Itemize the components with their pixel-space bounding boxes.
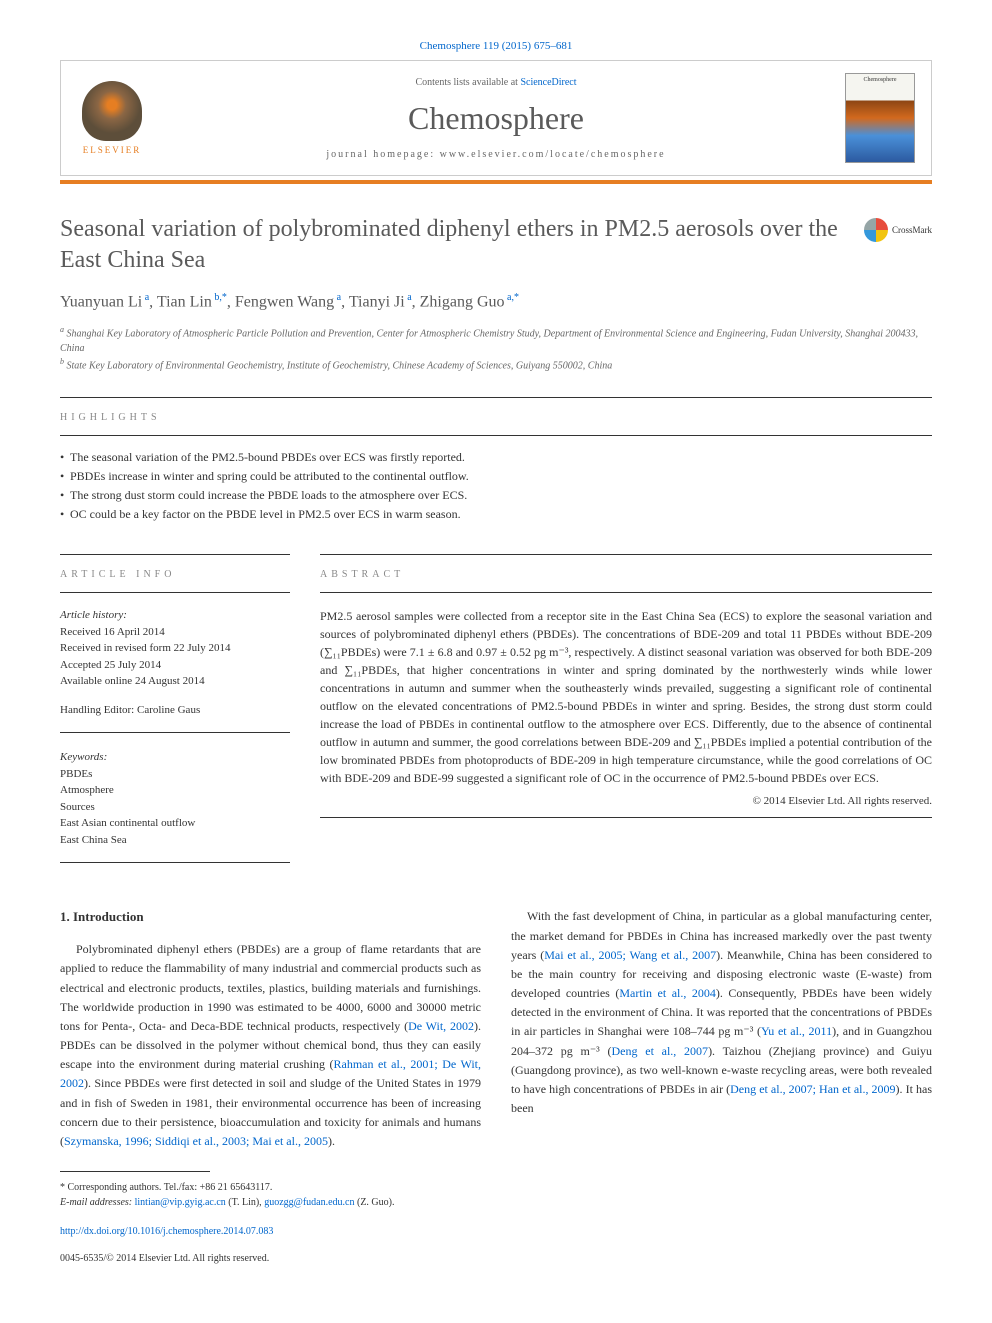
author-affil-sup: a [405, 292, 412, 303]
keyword: East Asian continental outflow [60, 815, 290, 832]
handling-editor: Handling Editor: Caroline Gaus [60, 702, 290, 719]
crossmark-icon [864, 218, 888, 242]
article-history: Article history: Received 16 April 2014 … [60, 607, 290, 690]
divider [320, 554, 932, 555]
keyword: Atmosphere [60, 782, 290, 799]
issn-copyright: 0045-6535/© 2014 Elsevier Ltd. All right… [60, 1253, 932, 1264]
emails-label: E-mail addresses: [60, 1197, 132, 1208]
author: Yuanyuan Li [60, 294, 142, 311]
author: Fengwen Wang [235, 294, 334, 311]
email-person: (Z. Guo). [357, 1197, 395, 1208]
elsevier-logo: ELSEVIER [77, 78, 147, 158]
keyword: Sources [60, 799, 290, 816]
contents-available-line: Contents lists available at ScienceDirec… [167, 77, 825, 88]
highlights-heading: HIGHLIGHTS [60, 412, 932, 423]
citation-link[interactable]: Mai et al., 2005; Wang et al., 2007 [544, 948, 716, 962]
citation-link[interactable]: Szymanska, 1996; Siddiqi et al., 2003; M… [64, 1134, 328, 1148]
highlight-item: OC could be a key factor on the PBDE lev… [60, 507, 932, 522]
author-affil-sup: b, [212, 292, 222, 303]
divider [60, 554, 290, 555]
history-label: Article history: [60, 607, 290, 624]
citation-link[interactable]: Martin et al., 2004 [619, 986, 716, 1000]
citation-link[interactable]: Deng et al., 2007 [612, 1044, 709, 1058]
doi-line: http://dx.doi.org/10.1016/j.chemosphere.… [60, 1226, 932, 1237]
citation-link[interactable]: Deng et al., 2007; Han et al., 2009 [730, 1082, 895, 1096]
publisher-name: ELSEVIER [83, 145, 142, 155]
divider [60, 862, 290, 863]
corresponding-author-note: * Corresponding authors. Tel./fax: +86 2… [60, 1180, 932, 1195]
corresponding-sup: * [514, 292, 519, 303]
author-affil-sup: a [142, 292, 149, 303]
email-link[interactable]: lintian@vip.gyig.ac.cn [135, 1197, 226, 1208]
author: Tian Lin [157, 294, 212, 311]
citation-link[interactable]: Yu et al., 2011 [761, 1024, 832, 1038]
corresponding-sup: * [222, 292, 227, 303]
citation-link[interactable]: De Wit, 2002 [408, 1019, 474, 1033]
homepage-url[interactable]: www.elsevier.com/locate/chemosphere [440, 149, 666, 160]
online-date: Available online 24 August 2014 [60, 673, 290, 690]
author-list: Yuanyuan Li a, Tian Lin b,*, Fengwen Wan… [60, 292, 932, 311]
elsevier-tree-icon [82, 81, 142, 141]
abstract-text: PM2.5 aerosol samples were collected fro… [320, 607, 932, 787]
divider [60, 435, 932, 436]
author: Zhigang Guo [420, 294, 505, 311]
revised-date: Received in revised form 22 July 2014 [60, 640, 290, 657]
footnote-separator [60, 1171, 210, 1172]
crossmark-label: CrossMark [892, 225, 932, 235]
author-affil-sup: a, [505, 292, 514, 303]
citation-link[interactable]: Rahman et al., 2001; De Wit, 2002 [60, 1057, 481, 1090]
highlight-item: The strong dust storm could increase the… [60, 488, 932, 503]
keyword: PBDEs [60, 766, 290, 783]
affiliations: a Shanghai Key Laboratory of Atmospheric… [60, 324, 932, 374]
affiliation-b: State Key Laboratory of Environmental Ge… [67, 360, 613, 371]
received-date: Received 16 April 2014 [60, 624, 290, 641]
journal-cover-thumbnail: Chemosphere [845, 73, 915, 163]
email-link[interactable]: guozgg@fudan.edu.cn [264, 1197, 354, 1208]
contents-prefix: Contents lists available at [415, 77, 520, 88]
body-paragraph: Polybrominated diphenyl ethers (PBDEs) a… [60, 940, 481, 1151]
footnotes: * Corresponding authors. Tel./fax: +86 2… [60, 1180, 932, 1210]
highlights-list: The seasonal variation of the PM2.5-boun… [60, 450, 932, 522]
journal-reference: Chemosphere 119 (2015) 675–681 [60, 40, 932, 52]
journal-header-box: ELSEVIER Contents lists available at Sci… [60, 60, 932, 176]
highlight-item: PBDEs increase in winter and spring coul… [60, 469, 932, 484]
accepted-date: Accepted 25 July 2014 [60, 657, 290, 674]
highlight-item: The seasonal variation of the PM2.5-boun… [60, 450, 932, 465]
keywords-block: Keywords: PBDEs Atmosphere Sources East … [60, 749, 290, 848]
sciencedirect-link[interactable]: ScienceDirect [520, 77, 576, 88]
divider [60, 592, 290, 593]
keyword: East China Sea [60, 832, 290, 849]
body-text: 1. Introduction Polybrominated diphenyl … [60, 907, 932, 1151]
divider [60, 397, 932, 398]
affiliation-a: Shanghai Key Laboratory of Atmospheric P… [60, 328, 918, 354]
article-title: Seasonal variation of polybrominated dip… [60, 214, 844, 276]
divider [320, 592, 932, 593]
abstract-heading: ABSTRACT [320, 569, 932, 580]
crossmark-badge[interactable]: CrossMark [864, 218, 932, 242]
abstract-copyright: © 2014 Elsevier Ltd. All rights reserved… [320, 795, 932, 807]
homepage-line: journal homepage: www.elsevier.com/locat… [167, 149, 825, 160]
accent-bar [60, 180, 932, 184]
cover-label: Chemosphere [846, 77, 914, 83]
author-affil-sup: a [334, 292, 341, 303]
divider [320, 817, 932, 818]
author: Tianyi Ji [349, 294, 405, 311]
doi-link[interactable]: http://dx.doi.org/10.1016/j.chemosphere.… [60, 1226, 273, 1237]
divider [60, 732, 290, 733]
journal-name: Chemosphere [167, 100, 825, 137]
email-person: (T. Lin), [228, 1197, 261, 1208]
body-paragraph: With the fast development of China, in p… [511, 907, 932, 1118]
keywords-label: Keywords: [60, 749, 290, 766]
introduction-heading: 1. Introduction [60, 907, 481, 928]
article-info-heading: ARTICLE INFO [60, 569, 290, 580]
homepage-prefix: journal homepage: [326, 149, 439, 160]
